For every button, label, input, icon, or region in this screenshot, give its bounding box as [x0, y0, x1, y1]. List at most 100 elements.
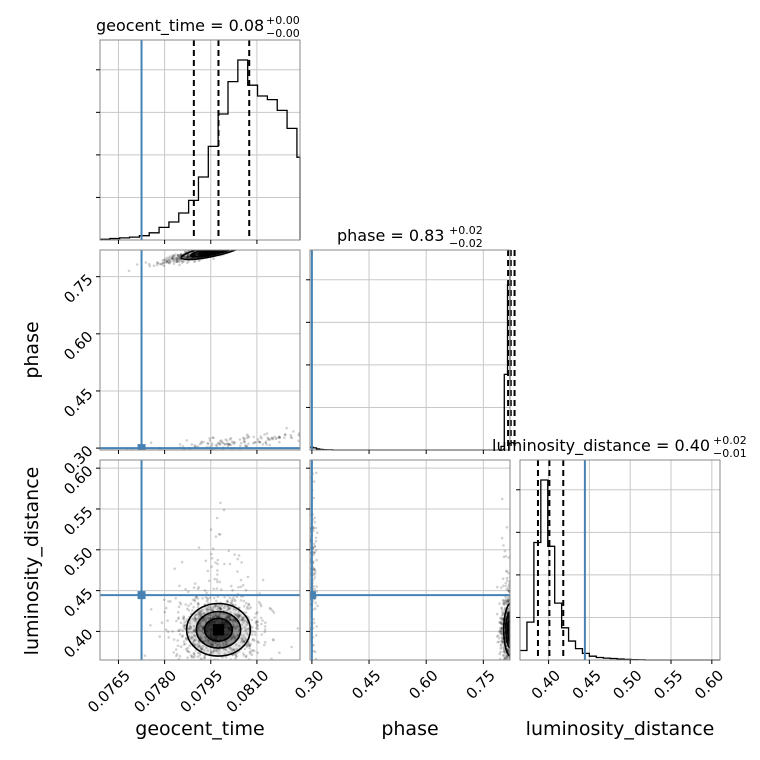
scatter-point: [230, 246, 233, 249]
scatter-point: [249, 642, 253, 646]
scatter-point: [511, 609, 514, 612]
scatter-point: [149, 441, 153, 445]
scatter-point: [249, 606, 253, 609]
scatter-point: [507, 649, 510, 652]
scatter-point: [206, 616, 209, 619]
scatter-point: [188, 624, 192, 627]
scatter-point: [199, 610, 202, 613]
scatter-point: [257, 246, 260, 249]
scatter-point: [198, 628, 201, 632]
scatter-point: [303, 435, 306, 438]
scatter-point: [173, 567, 176, 570]
scatter-point: [182, 618, 186, 621]
scatter-point: [502, 654, 505, 657]
scatter-point: [202, 440, 205, 444]
scatter-point: [263, 640, 267, 644]
scatter-point: [238, 246, 241, 249]
scatter-point: [234, 244, 237, 247]
scatter-point: [499, 629, 503, 633]
scatter-point: [192, 652, 196, 655]
scatter-point: [200, 648, 203, 651]
scatter-point: [166, 261, 170, 264]
scatter-point: [201, 645, 205, 648]
scatter-point: [504, 651, 507, 655]
scatter-point: [508, 661, 511, 664]
scatter-point: [511, 639, 514, 642]
scatter-point: [228, 618, 232, 621]
scatter-point: [253, 633, 257, 636]
scatter-point: [229, 618, 233, 622]
scatter-point: [209, 613, 212, 617]
scatter-point: [514, 620, 517, 623]
scatter-point: [234, 657, 237, 660]
scatter-point: [233, 241, 236, 244]
scatter-point: [237, 614, 240, 617]
scatter-point: [171, 630, 174, 633]
scatter-point: [498, 636, 501, 640]
scatter-point: [521, 638, 524, 641]
scatter-point: [511, 627, 514, 630]
scatter-point: [521, 593, 524, 596]
scatter-point: [220, 604, 224, 607]
scatter-point: [164, 258, 167, 261]
scatter-point: [225, 442, 229, 446]
scatter-point: [515, 627, 518, 630]
scatter-point: [270, 657, 273, 660]
scatter-point: [201, 631, 205, 635]
scatter-point: [312, 527, 315, 530]
scatter-point: [237, 246, 240, 249]
scatter-point: [257, 440, 261, 444]
scatter-point: [220, 247, 223, 250]
scatter-point: [513, 633, 516, 636]
scatter-point: [512, 621, 515, 624]
scatter-point: [306, 537, 309, 540]
scatter-point: [167, 454, 170, 457]
scatter-point: [227, 244, 230, 247]
scatter-point: [206, 649, 210, 652]
scatter-point: [211, 642, 215, 646]
scatter-point: [205, 608, 208, 611]
scatter-point: [513, 618, 516, 621]
scatter-point: [239, 578, 243, 582]
scatter-point: [228, 243, 231, 246]
scatter-point: [512, 637, 515, 640]
scatter-point: [226, 600, 230, 604]
scatter-point: [182, 255, 186, 259]
scatter-point: [256, 620, 259, 624]
scatter-point: [219, 439, 222, 443]
scatter-point: [263, 643, 266, 647]
scatter-point: [514, 642, 517, 645]
scatter-point: [233, 635, 237, 639]
scatter-point: [200, 440, 203, 444]
xtick-label-luminosity_distance-0: 0.40: [528, 666, 564, 702]
ytick-label-luminosity_distance-1: 0.45: [60, 584, 96, 620]
scatter-point: [233, 553, 236, 556]
title-luminosity-distance: luminosity_distance = 0.40 +0.02 −0.01: [492, 434, 747, 460]
scatter-point: [512, 655, 515, 658]
scatter-point: [231, 245, 234, 248]
scatter-point: [228, 244, 231, 247]
scatter-point: [514, 631, 517, 634]
scatter-point: [239, 246, 242, 249]
scatter-point: [225, 245, 228, 248]
scatter-point: [230, 244, 233, 247]
scatter-point: [172, 260, 175, 263]
scatter-point: [228, 247, 231, 250]
scatter-point: [203, 656, 206, 660]
scatter-point: [198, 663, 201, 666]
scatter-point: [162, 258, 166, 262]
scatter-point: [244, 244, 247, 247]
scatter-point: [499, 630, 503, 633]
scatter-point: [264, 245, 267, 248]
scatter-point: [504, 662, 507, 665]
scatter-point: [521, 621, 524, 624]
scatter-point: [515, 620, 518, 623]
scatter-point: [505, 569, 508, 573]
scatter-point: [207, 638, 210, 642]
scatter-point: [515, 635, 518, 638]
scatter-point: [234, 247, 237, 250]
scatter-point: [230, 245, 233, 248]
scatter-point: [305, 597, 308, 600]
scatter-point: [495, 635, 499, 638]
scatter-point: [246, 605, 249, 609]
